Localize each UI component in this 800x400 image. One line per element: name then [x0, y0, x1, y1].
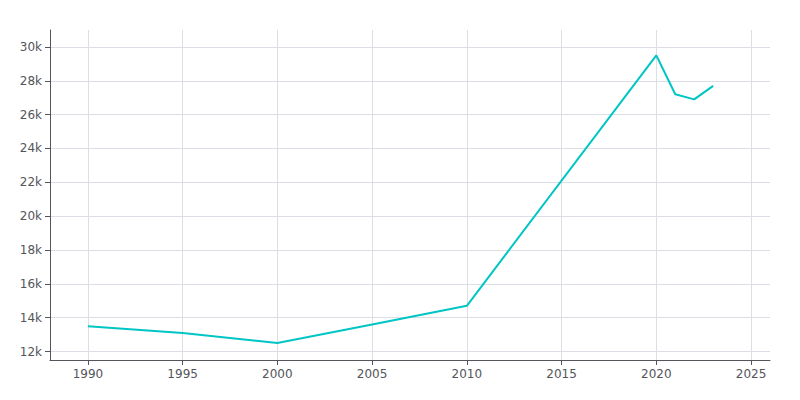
svg-text:16k: 16k: [20, 277, 42, 291]
svg-text:2010: 2010: [452, 367, 483, 381]
svg-text:22k: 22k: [20, 175, 42, 189]
svg-text:28k: 28k: [20, 74, 42, 88]
svg-text:14k: 14k: [20, 311, 42, 325]
svg-text:2015: 2015: [546, 367, 577, 381]
svg-text:18k: 18k: [20, 243, 42, 257]
svg-text:12k: 12k: [20, 345, 42, 359]
svg-text:20k: 20k: [20, 209, 42, 223]
svg-text:2000: 2000: [262, 367, 293, 381]
svg-text:2005: 2005: [357, 367, 388, 381]
svg-text:1990: 1990: [73, 367, 104, 381]
svg-text:1995: 1995: [167, 367, 198, 381]
svg-text:26k: 26k: [20, 108, 42, 122]
svg-text:24k: 24k: [20, 141, 42, 155]
svg-text:2020: 2020: [641, 367, 672, 381]
svg-text:30k: 30k: [20, 40, 42, 54]
svg-text:2025: 2025: [736, 367, 767, 381]
